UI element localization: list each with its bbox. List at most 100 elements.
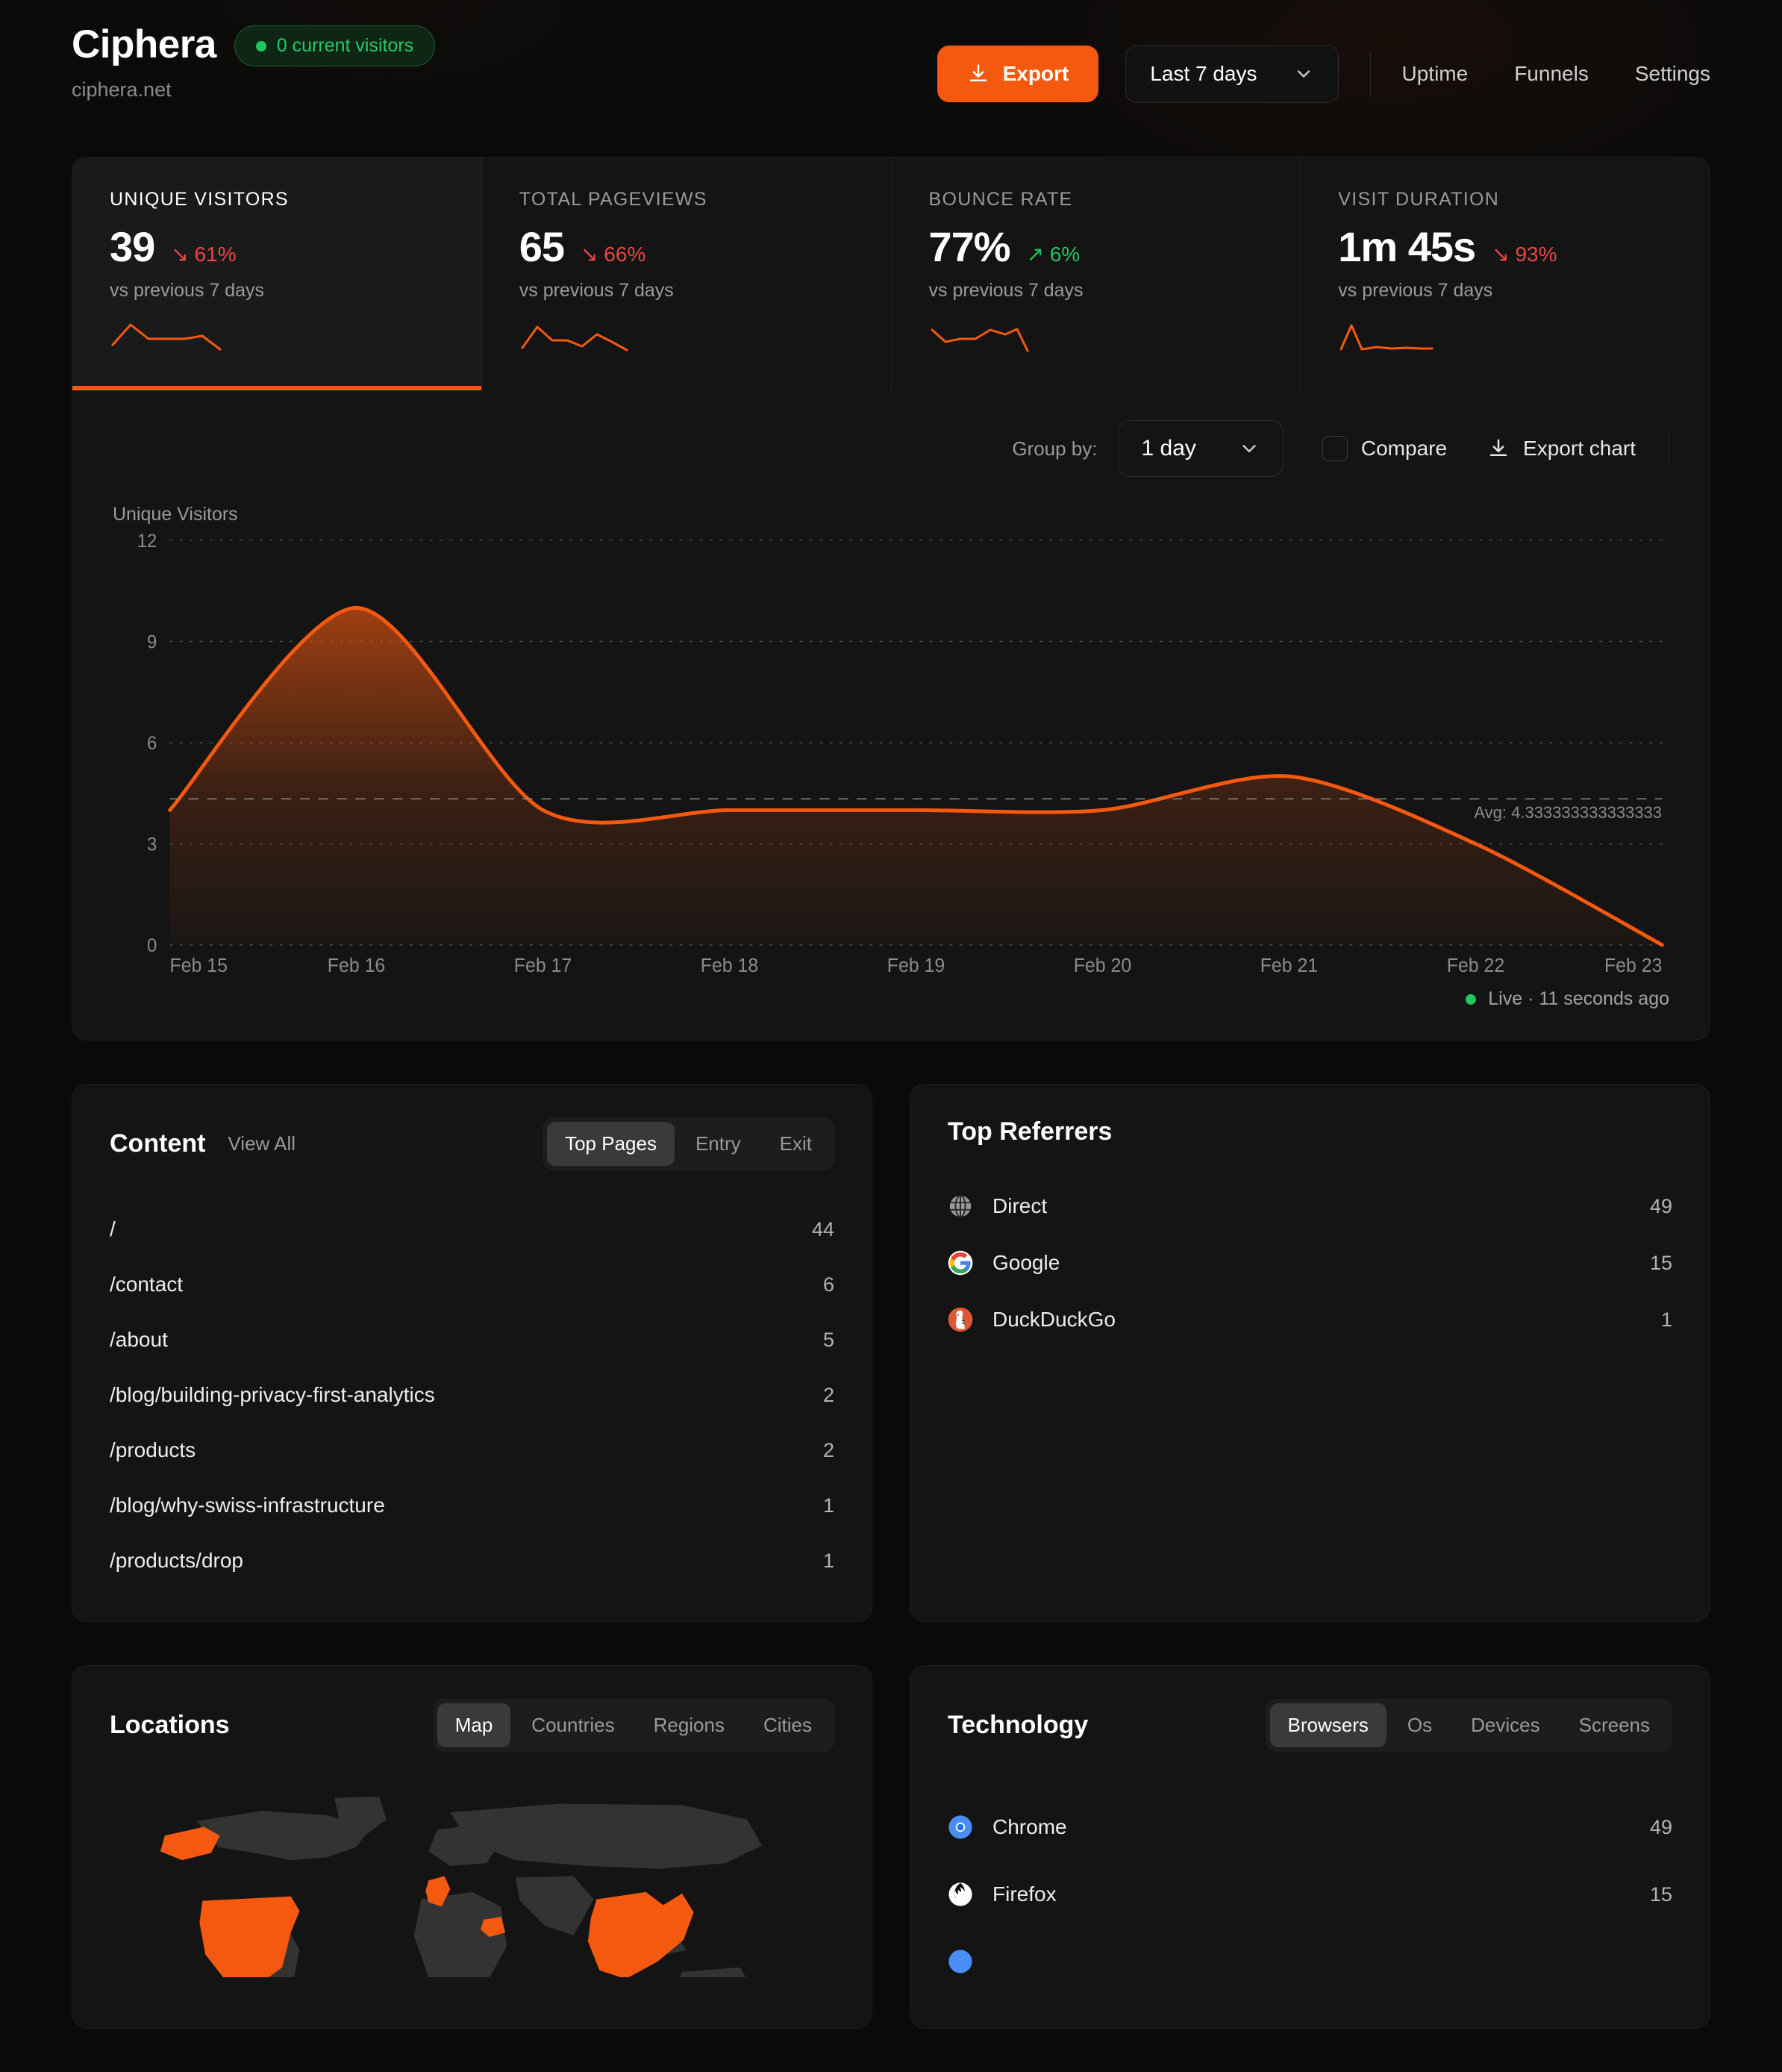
list-item[interactable]: / 44 bbox=[110, 1202, 834, 1257]
export-button-label: Export bbox=[1002, 62, 1069, 85]
kpi-label: VISIT DURATION bbox=[1338, 189, 1500, 210]
tab-countries[interactable]: Countries bbox=[531, 1714, 615, 1736]
page-count: 5 bbox=[822, 1328, 834, 1351]
svg-text:Feb 20: Feb 20 bbox=[1074, 955, 1131, 977]
list-item[interactable]: Direct 49 bbox=[948, 1178, 1672, 1235]
content-tabs: Top Pages Entry Exit bbox=[543, 1117, 834, 1170]
page-count: 1 bbox=[822, 1494, 834, 1517]
groupby-dropdown[interactable]: 1 day bbox=[1118, 420, 1284, 477]
world-map-svg[interactable] bbox=[110, 1791, 834, 1977]
google-icon bbox=[948, 1250, 973, 1276]
compare-label: Compare bbox=[1360, 437, 1448, 460]
list-item[interactable]: Google 15 bbox=[948, 1235, 1672, 1291]
technology-card-title: Technology bbox=[948, 1711, 1089, 1739]
live-dot-icon bbox=[1466, 993, 1477, 1005]
svg-text:Feb 21: Feb 21 bbox=[1260, 955, 1318, 977]
tab-entry[interactable]: Entry bbox=[695, 1132, 741, 1155]
tab-devices[interactable]: Devices bbox=[1471, 1714, 1540, 1736]
tab-regions[interactable]: Regions bbox=[653, 1714, 725, 1736]
referrer-count: 49 bbox=[1649, 1194, 1672, 1217]
kpi-label: BOUNCE RATE bbox=[928, 189, 1073, 210]
browser-name: Firefox bbox=[992, 1882, 1057, 1906]
chart-canvas[interactable]: 0 3 6 9 12 Feb 15 Feb 16 Feb 17 Feb 18 Feb 19 Feb… bbox=[113, 530, 1669, 978]
tab-top-pages[interactable]: Top Pages bbox=[547, 1122, 675, 1166]
brand-block: Ciphera 0 current visitors ciphera.net bbox=[72, 22, 436, 102]
site-domain: ciphera.net bbox=[72, 78, 172, 101]
tab-map[interactable]: Map bbox=[437, 1703, 511, 1747]
kpi-value: 77% bbox=[928, 223, 1011, 270]
page-count: 1 bbox=[822, 1549, 834, 1572]
list-item[interactable]: /blog/why-swiss-infrastructure 1 bbox=[110, 1478, 834, 1533]
live-dot-icon bbox=[255, 40, 266, 52]
compare-checkbox[interactable] bbox=[1322, 436, 1348, 461]
world-map[interactable] bbox=[110, 1791, 834, 1977]
current-visitors-label: 0 current visitors bbox=[276, 35, 414, 56]
cards-grid-row-2: Locations Map Countries Regions Cities bbox=[72, 1665, 1710, 2029]
list-item[interactable]: /about 5 bbox=[110, 1312, 834, 1367]
list-item[interactable]: /products 2 bbox=[110, 1423, 834, 1478]
header-divider bbox=[1369, 52, 1371, 96]
svg-text:6: 6 bbox=[147, 734, 157, 755]
content-view-all-link[interactable]: View All bbox=[228, 1132, 296, 1155]
kpi-unique-visitors[interactable]: UNIQUE VISITORS 39 ↘ 61% vs previous 7 d… bbox=[72, 157, 482, 390]
list-item[interactable]: /blog/building-privacy-first-analytics 2 bbox=[110, 1367, 834, 1423]
list-item[interactable]: Firefox 15 bbox=[948, 1861, 1672, 1928]
date-range-dropdown[interactable]: Last 7 days bbox=[1125, 45, 1339, 103]
export-button[interactable]: Export bbox=[937, 46, 1099, 102]
list-item[interactable]: Chrome 49 bbox=[948, 1794, 1672, 1861]
compare-toggle[interactable]: Compare bbox=[1322, 436, 1447, 461]
nav-funnels[interactable]: Funnels bbox=[1514, 62, 1589, 85]
nav-uptime[interactable]: Uptime bbox=[1401, 62, 1469, 85]
list-item[interactable]: /contact 6 bbox=[110, 1257, 834, 1312]
tab-cities[interactable]: Cities bbox=[763, 1714, 812, 1736]
kpi-subtext: vs previous 7 days bbox=[1338, 280, 1493, 301]
svg-text:9: 9 bbox=[147, 632, 157, 653]
export-chart-button[interactable]: Export chart bbox=[1487, 437, 1636, 461]
tab-browsers[interactable]: Browsers bbox=[1269, 1703, 1386, 1747]
current-visitors-badge[interactable]: 0 current visitors bbox=[234, 25, 436, 66]
kpi-visit-duration[interactable]: VISIT DURATION 1m 45s ↘ 93% vs previous … bbox=[1301, 157, 1710, 390]
nav-settings[interactable]: Settings bbox=[1634, 62, 1710, 85]
groupby-label: Group by: bbox=[1012, 437, 1098, 460]
kpi-delta-value: 6% bbox=[1049, 243, 1081, 266]
list-item-partial[interactable] bbox=[948, 1928, 1672, 1995]
referrer-count: 1 bbox=[1660, 1308, 1672, 1331]
locations-tabs: Map Countries Regions Cities bbox=[432, 1699, 834, 1752]
tab-screens[interactable]: Screens bbox=[1578, 1714, 1650, 1736]
technology-list: Chrome 49 Firefox 15 bbox=[948, 1794, 1672, 1995]
highlighted-countries bbox=[160, 1826, 694, 1977]
svg-text:Feb 23: Feb 23 bbox=[1604, 955, 1662, 977]
list-item[interactable]: DuckDuckGo 1 bbox=[948, 1291, 1672, 1348]
kpi-total-pageviews[interactable]: TOTAL PAGEVIEWS 65 ↘ 66% vs previous 7 d… bbox=[482, 157, 892, 390]
svg-text:12: 12 bbox=[137, 531, 157, 552]
page-path: /about bbox=[110, 1328, 168, 1351]
browser-count: 49 bbox=[1649, 1815, 1672, 1838]
brand-row: Ciphera 0 current visitors bbox=[72, 22, 436, 66]
kpi-bounce-rate[interactable]: BOUNCE RATE 77% ↗ 6% vs previous 7 days bbox=[892, 157, 1301, 390]
page-count: 44 bbox=[811, 1217, 834, 1241]
kpi-delta-value: 61% bbox=[194, 243, 237, 266]
kpi-delta-value: 66% bbox=[604, 243, 646, 266]
referrers-card: Top Referrers Direct 49 bbox=[910, 1084, 1710, 1622]
svg-text:0: 0 bbox=[147, 936, 157, 957]
content-card: Content View All Top Pages Entry Exit / … bbox=[72, 1084, 872, 1622]
duckduckgo-icon bbox=[948, 1307, 973, 1332]
kpi-delta: ↘ 93% bbox=[1492, 242, 1557, 266]
groupby-value: 1 day bbox=[1141, 436, 1196, 461]
tab-os[interactable]: Os bbox=[1407, 1714, 1433, 1736]
kpi-delta: ↗ 6% bbox=[1027, 242, 1081, 266]
globe-icon bbox=[949, 1194, 972, 1218]
chart-toolbar: Group by: 1 day Compare Export chart bbox=[72, 390, 1710, 484]
tab-exit[interactable]: Exit bbox=[779, 1132, 812, 1155]
chrome-icon bbox=[948, 1815, 972, 1839]
kpi-delta-arrow-icon: ↘ bbox=[581, 243, 598, 266]
kpi-sparkline bbox=[111, 323, 222, 351]
referrers-card-title: Top Referrers bbox=[948, 1117, 1113, 1146]
kpi-delta-arrow-icon: ↗ bbox=[1026, 243, 1045, 266]
list-item[interactable]: /products/drop 1 bbox=[110, 1533, 834, 1588]
kpi-subtext: vs previous 7 days bbox=[519, 280, 674, 301]
page-title: Ciphera bbox=[72, 22, 216, 66]
kpi-delta-arrow-icon: ↘ bbox=[1492, 243, 1510, 266]
kpi-row: UNIQUE VISITORS 39 ↘ 61% vs previous 7 d… bbox=[72, 157, 1710, 390]
page-count: 2 bbox=[822, 1438, 834, 1461]
